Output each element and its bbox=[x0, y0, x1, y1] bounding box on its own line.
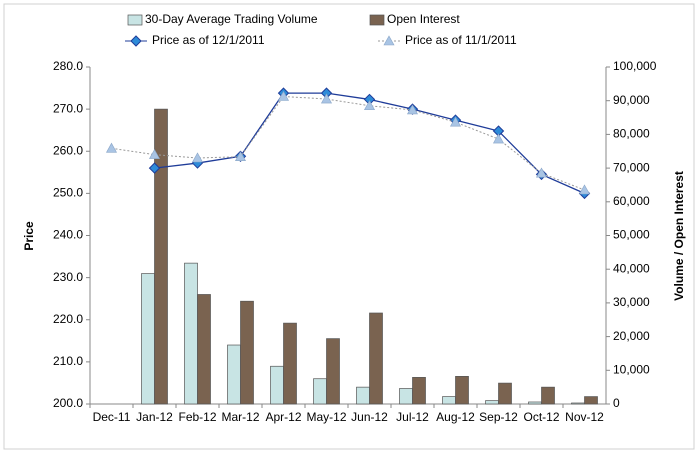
line-marker bbox=[277, 90, 290, 101]
bar bbox=[356, 386, 370, 405]
line bbox=[111, 95, 585, 191]
bar bbox=[528, 401, 542, 405]
x-tick-label: Jul-12 bbox=[396, 410, 429, 424]
x-tick-label: May-12 bbox=[306, 410, 346, 424]
y-tick-label: 270.0 bbox=[53, 101, 83, 115]
y2-tick-label: 30,000 bbox=[613, 295, 650, 309]
x-tick-label: Mar-12 bbox=[221, 410, 259, 424]
legend-marker bbox=[130, 35, 142, 47]
legend-label: Price as of 11/1/2011 bbox=[405, 33, 517, 47]
legend-marker bbox=[383, 35, 395, 46]
legend-label: 30-Day Average Trading Volume bbox=[145, 12, 318, 26]
line-marker bbox=[191, 152, 204, 163]
y-tick-label: 250.0 bbox=[53, 186, 83, 200]
y2-axis-label: Volume / Open Interest bbox=[672, 171, 686, 301]
legend-swatch bbox=[369, 14, 385, 26]
y2-tick-label: 10,000 bbox=[613, 362, 650, 376]
legend-label: Open Interest bbox=[387, 12, 460, 26]
bar bbox=[227, 344, 241, 405]
x-tick-label: Jun-12 bbox=[351, 410, 388, 424]
bar bbox=[313, 378, 327, 405]
y-tick-label: 280.0 bbox=[53, 59, 83, 73]
bar bbox=[541, 386, 555, 405]
line-marker bbox=[234, 151, 247, 162]
bar bbox=[197, 294, 211, 405]
line-marker bbox=[449, 116, 462, 127]
line-marker bbox=[492, 133, 505, 144]
line-marker bbox=[148, 149, 161, 159]
y2-tick-label: 40,000 bbox=[613, 261, 650, 275]
bar bbox=[412, 377, 426, 405]
x-tick-label: Nov-12 bbox=[565, 410, 604, 424]
x-tick-label: Aug-12 bbox=[436, 410, 475, 424]
x-tick-label: Jan-12 bbox=[136, 410, 173, 424]
bar bbox=[399, 388, 413, 405]
legend-swatch bbox=[127, 14, 143, 26]
y-tick-label: 260.0 bbox=[53, 143, 83, 157]
x-tick-label: Apr-12 bbox=[265, 410, 301, 424]
chart-border bbox=[3, 3, 695, 450]
line-marker bbox=[105, 142, 118, 153]
bar bbox=[442, 396, 456, 405]
bar bbox=[240, 300, 254, 405]
y2-tick-label: 80,000 bbox=[613, 127, 650, 141]
y-tick-label: 200.0 bbox=[53, 396, 83, 410]
y2-tick-label: 20,000 bbox=[613, 329, 650, 343]
bar bbox=[584, 396, 598, 405]
bar bbox=[141, 273, 155, 405]
line-marker bbox=[363, 100, 376, 111]
y-tick-label: 220.0 bbox=[53, 312, 83, 326]
bar bbox=[455, 376, 469, 405]
bar bbox=[283, 322, 297, 405]
bar bbox=[571, 402, 585, 405]
line-marker bbox=[578, 184, 591, 195]
bar bbox=[154, 108, 168, 405]
y2-tick-label: 70,000 bbox=[613, 160, 650, 174]
line-marker bbox=[320, 93, 333, 104]
y-tick-label: 210.0 bbox=[53, 354, 83, 368]
y2-tick-label: 90,000 bbox=[613, 93, 650, 107]
bar bbox=[498, 382, 512, 405]
x-tick-label: Feb-12 bbox=[178, 410, 216, 424]
x-tick-label: Sep-12 bbox=[479, 410, 518, 424]
x-tick-label: Oct-12 bbox=[523, 410, 559, 424]
y2-tick-label: 60,000 bbox=[613, 194, 650, 208]
y-axis-label: Price bbox=[22, 221, 36, 251]
line-marker bbox=[406, 104, 419, 115]
line-marker bbox=[148, 162, 161, 174]
x-tick-label: Dec-11 bbox=[93, 410, 131, 424]
bar bbox=[184, 262, 198, 405]
bar bbox=[485, 400, 499, 405]
bar bbox=[270, 365, 284, 405]
bar bbox=[326, 338, 340, 405]
y2-tick-label: 100,000 bbox=[613, 59, 657, 73]
bar bbox=[369, 312, 383, 405]
y2-tick-label: 0 bbox=[613, 396, 620, 410]
y-tick-label: 230.0 bbox=[53, 270, 83, 284]
legend-label: Price as of 12/1/2011 bbox=[152, 33, 265, 47]
y-tick-label: 240.0 bbox=[53, 228, 83, 242]
line-marker bbox=[535, 167, 548, 178]
y2-tick-label: 50,000 bbox=[613, 228, 650, 242]
